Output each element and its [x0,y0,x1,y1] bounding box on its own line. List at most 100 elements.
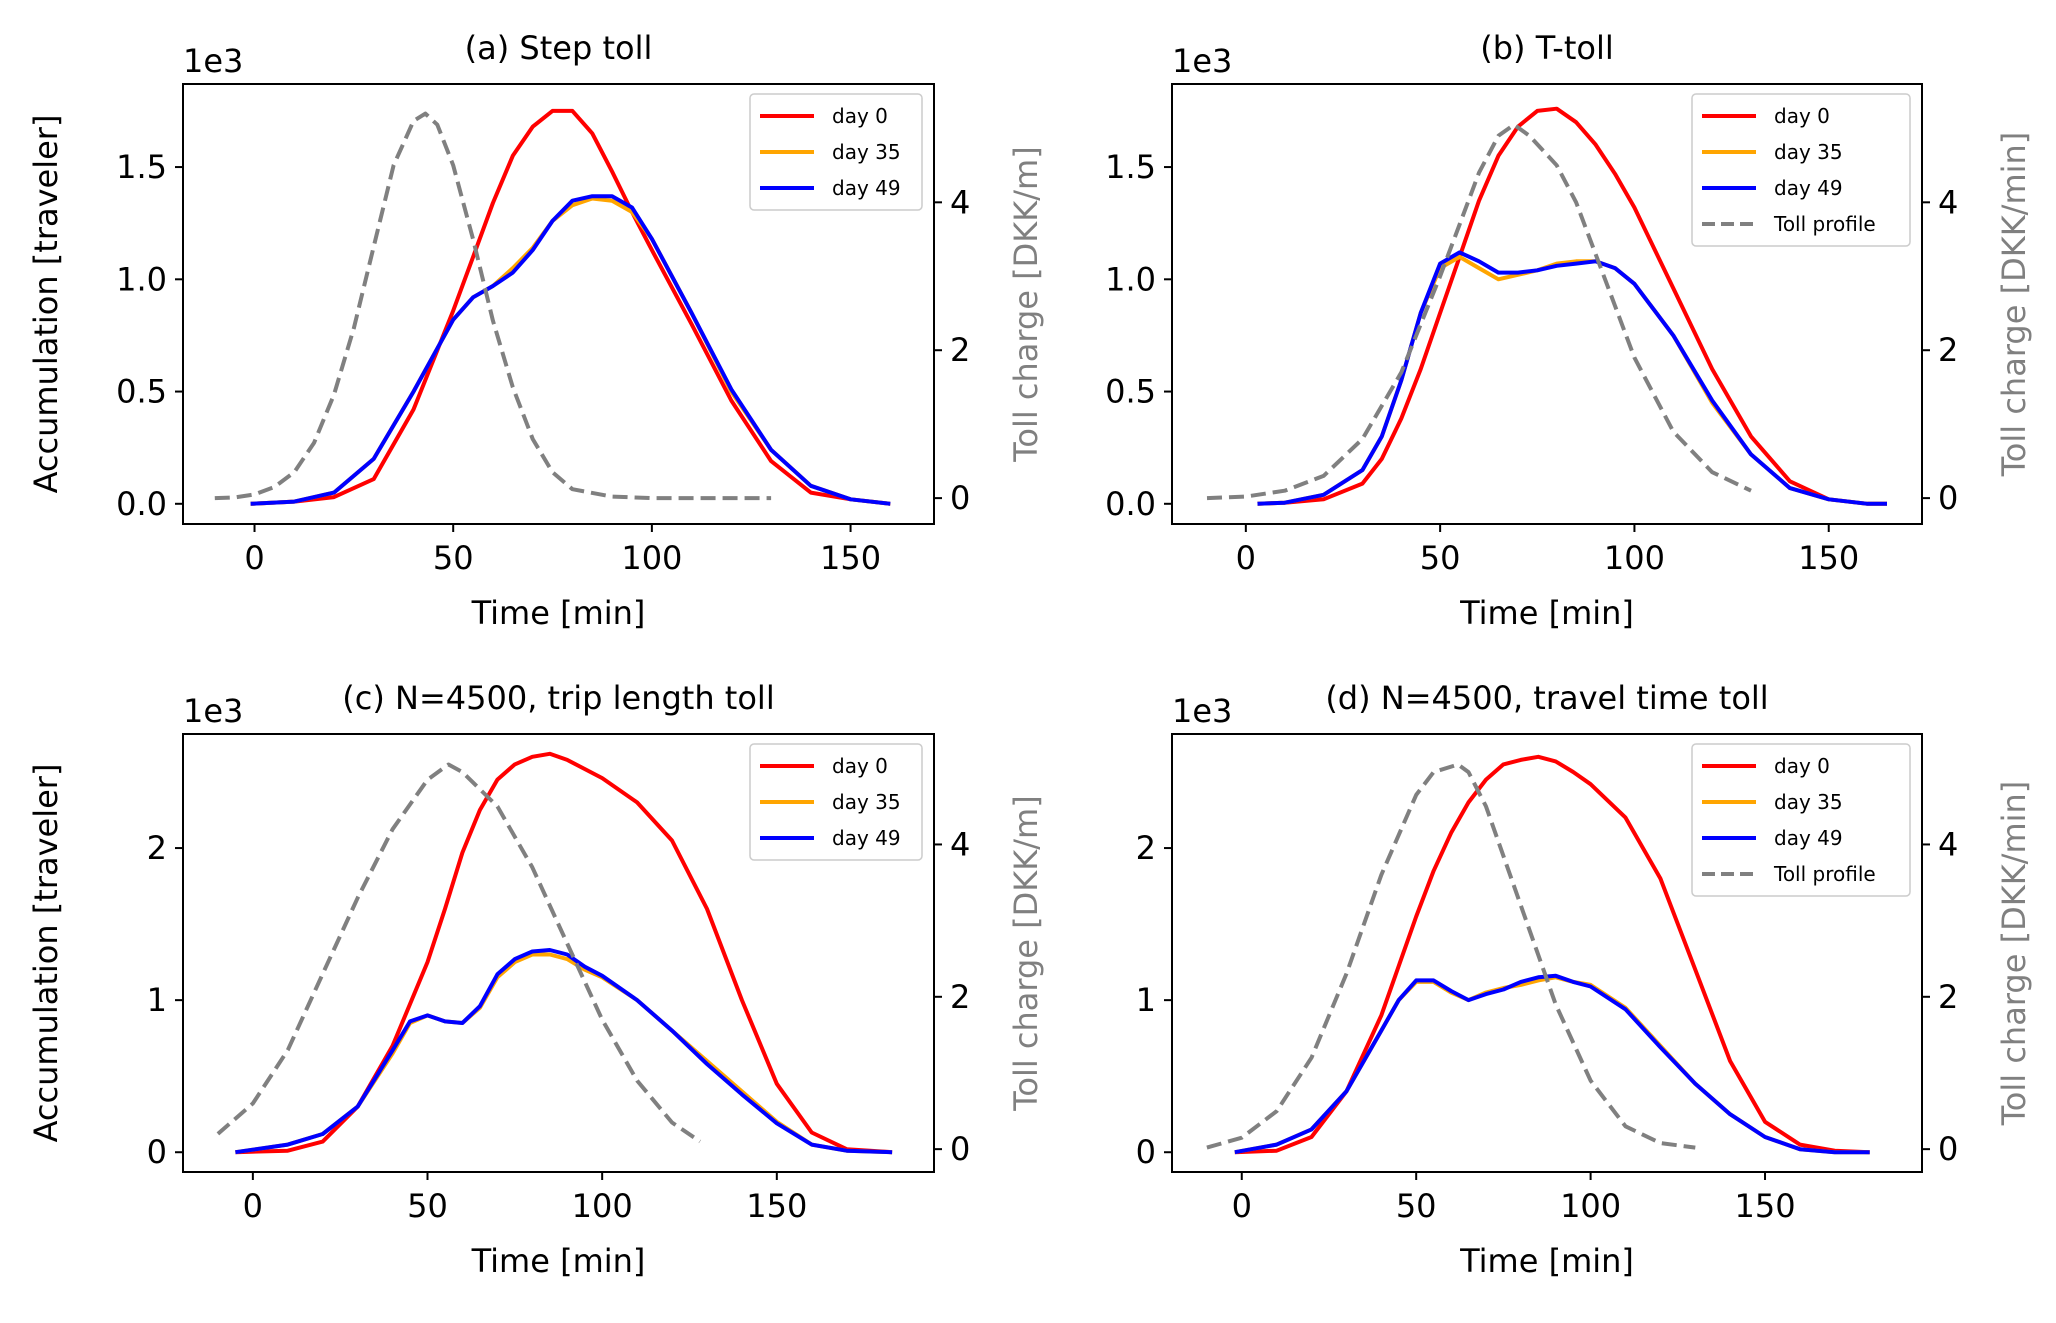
y2-tick-label: 4 [1938,183,1958,221]
series-day-35-line [250,196,891,506]
series-group [1206,106,1887,506]
legend: day 0 day 35 day 49 Toll profile [1691,743,1911,897]
axes-frame [182,83,935,525]
panel-title: (a) Step toll [465,29,653,67]
x-tick-label: 150 [746,1187,807,1225]
legend-entry-label: day 49 [832,176,901,200]
legend-entry-label: day 49 [832,826,901,850]
y2-tick-label: 0 [950,1130,970,1168]
axes-frame [1171,733,1923,1173]
legend-entry-label: day 0 [832,754,888,778]
x-axis-label: Time [min] [471,1242,646,1280]
series-day-0-line [1257,106,1887,506]
y-tick-label: 0.5 [116,373,167,411]
legend: day 0 day 35 day 49 Toll profile [1691,93,1911,247]
legend-box [749,743,923,861]
series-toll-profile-line [1206,762,1696,1150]
y2-axis-label: Toll charge [DKK/min] [1995,132,2033,478]
y-tick-label: 0 [147,1133,167,1171]
y-tick-label: 0 [1136,1133,1156,1171]
legend-entry-label: day 0 [1774,754,1830,778]
legend-entry-label: day 0 [1774,104,1830,128]
x-axis-label: Time [min] [1459,1242,1634,1280]
y2-axis-label: Toll charge [DKK/m] [1007,795,1045,1111]
y-tick-label: 2 [147,829,167,867]
y-tick-label: 1.5 [116,148,167,186]
y-tick-label: 1.5 [1105,148,1156,186]
scale-label: 1e3 [183,692,243,730]
x-tick-label: 50 [1396,1187,1437,1225]
legend-entry-label: Toll profile [1773,862,1876,886]
y2-tick-label: 4 [950,183,970,221]
scale-label: 1e3 [183,42,243,80]
y-tick-label: 2 [1136,829,1156,867]
y-tick-label: 0.0 [116,485,167,523]
series-day-49-line [1257,250,1887,506]
panel-title: (c) N=4500, trip length toll [342,679,774,717]
y2-tick-label: 4 [1938,825,1958,863]
axes-frame [182,733,935,1173]
panel-d: 0 50 100 150 0 1 2 0 2 4 (d) N=4500, travel time t… [1136,679,2033,1280]
y2-tick-label: 2 [950,331,970,369]
y2-tick-label: 2 [1938,978,1958,1016]
y2-tick-label: 0 [950,479,970,517]
x-tick-label: 100 [1560,1187,1621,1225]
y2-tick-label: 2 [950,978,970,1016]
legend: day 0 day 35 day 49 [749,93,923,211]
x-tick-label: 0 [244,539,264,577]
panel-a: 0 50 100 150 0.0 0.5 1.0 1.5 0 2 4 (a) Step toll 1e3… [27,29,1045,632]
series-group [216,751,893,1155]
y-tick-label: 1.0 [116,260,167,298]
x-tick-label: 100 [621,539,682,577]
x-tick-label: 100 [1604,539,1665,577]
series-toll-profile-line [1206,122,1752,501]
series-day-0-line [250,108,891,506]
y-tick-label: 1.0 [1105,260,1156,298]
legend-entry-label: day 35 [1774,140,1843,164]
legend-entry-label: Toll profile [1773,212,1876,236]
x-tick-label: 50 [1420,539,1461,577]
y2-tick-label: 4 [950,825,970,863]
series-day-35-line [1257,254,1887,506]
y2-axis-label: Toll charge [DKK/m] [1007,146,1045,462]
x-axis-label: Time [min] [1459,594,1634,632]
x-tick-label: 50 [433,539,474,577]
series-toll-profile-line [216,762,702,1144]
y-tick-label: 1 [147,981,167,1019]
series-day-0-line [1234,754,1870,1155]
x-tick-label: 0 [243,1187,263,1225]
x-tick-label: 0 [1232,1187,1252,1225]
x-tick-label: 100 [572,1187,633,1225]
legend-entry-label: day 49 [1774,826,1843,850]
x-axis-label: Time [min] [471,594,646,632]
legend-box [1691,93,1911,247]
x-tick-label: 150 [1798,539,1859,577]
legend-entry-label: day 35 [832,140,901,164]
legend-box [749,93,923,211]
series-group [214,108,891,506]
series-toll-profile-line [214,111,772,501]
legend: day 0 day 35 day 49 [749,743,923,861]
panel-b: 0 50 100 150 0.0 0.5 1.0 1.5 0 2 4 (b) T-toll 1e3 Tim… [1105,29,2033,632]
series-day-35-line [235,952,893,1155]
y2-tick-label: 0 [1938,1130,1958,1168]
series-group [1206,754,1870,1155]
scale-label: 1e3 [1172,692,1232,730]
y-tick-label: 0.0 [1105,485,1156,523]
panel-title: (b) T-toll [1480,29,1614,67]
y2-axis-label: Toll charge [DKK/min] [1995,781,2033,1127]
legend-entry-label: day 35 [1774,790,1843,814]
series-day-49-line [250,194,891,506]
x-tick-label: 0 [1236,539,1256,577]
legend-entry-label: day 49 [1774,176,1843,200]
series-day-49-line [1234,973,1870,1155]
y2-tick-label: 0 [1938,479,1958,517]
legend-entry-label: day 0 [832,104,888,128]
y-axis-label: Accumulation [traveler] [27,115,65,494]
legend-entry-label: day 35 [832,790,901,814]
y-tick-label: 1 [1136,981,1156,1019]
series-day-49-line [235,948,893,1155]
y-tick-label: 0.5 [1105,373,1156,411]
x-tick-label: 150 [1734,1187,1795,1225]
